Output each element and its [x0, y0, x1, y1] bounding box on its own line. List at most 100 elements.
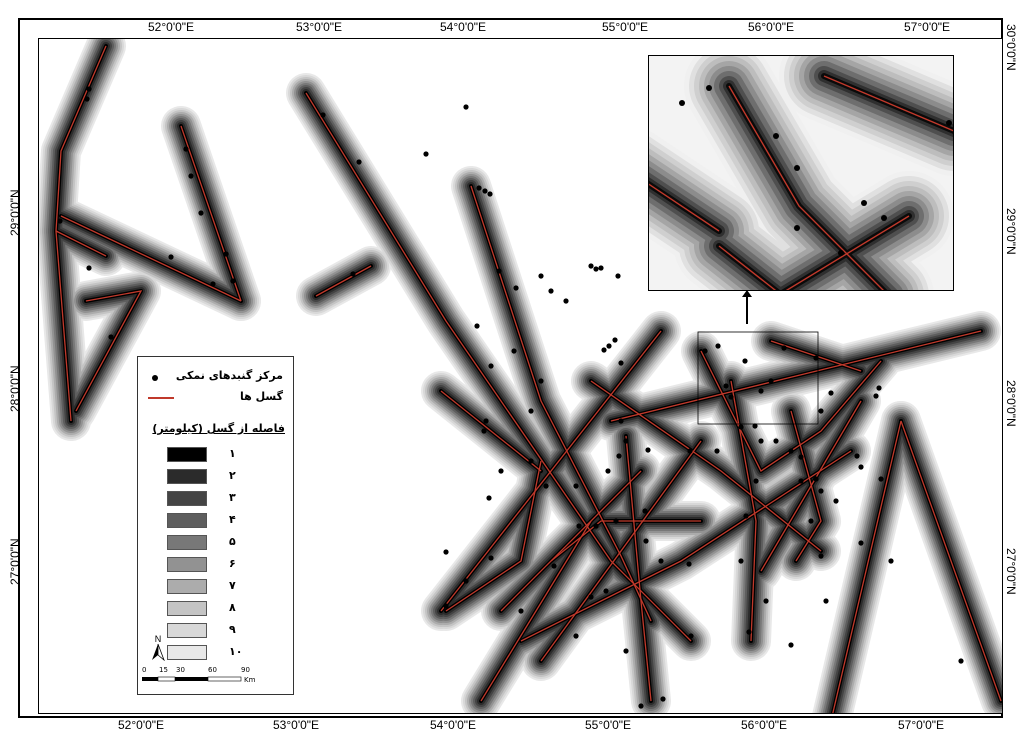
- fault-line: [180, 125, 242, 302]
- salt-dome-point: [168, 254, 174, 260]
- right-tick-30: 30°0'0"N: [1004, 24, 1018, 71]
- fault-line: [760, 400, 862, 572]
- inset-fault-line: [728, 85, 884, 290]
- salt-dome-point: [518, 608, 524, 614]
- map-canvas: [38, 38, 1003, 714]
- salt-dome-point: [482, 188, 488, 194]
- right-tick-29: 29°0'0"N: [1004, 208, 1018, 255]
- fault-line: [55, 45, 107, 422]
- fault-line: [610, 330, 982, 422]
- salt-dome-point: [763, 598, 769, 604]
- inset-fault-line: [785, 215, 910, 290]
- legend-class-swatch: [167, 491, 207, 506]
- bottom-tick-55: 55°0'0"E: [585, 718, 632, 732]
- salt-dome-point: [513, 285, 519, 291]
- salt-dome-point: [548, 288, 554, 294]
- fault-line: [790, 410, 822, 562]
- salt-dome-point: [528, 458, 534, 464]
- salt-dome-point: [888, 558, 894, 564]
- salt-dome-point: [702, 348, 708, 354]
- fault-line: [60, 215, 242, 302]
- top-tick-54: 54°0'0"E: [440, 20, 487, 34]
- salt-dome-point: [788, 448, 794, 454]
- salt-dome-point: [350, 271, 356, 277]
- salt-dome-point: [686, 561, 692, 567]
- salt-dome-point: [746, 629, 752, 635]
- salt-dome-point: [223, 251, 229, 257]
- inset-pointer-arrow: [742, 290, 752, 324]
- salt-dome-point: [623, 648, 629, 654]
- inset-zoom-map: [648, 55, 954, 291]
- legend-class-row: ۶: [159, 557, 279, 573]
- legend-class-swatch: [167, 469, 207, 484]
- inset-salt-dome-point: [794, 225, 800, 231]
- fault-line: [75, 290, 143, 412]
- salt-dome-point: [618, 418, 624, 424]
- top-tick-56: 56°0'0"E: [748, 20, 795, 34]
- salt-dome-point: [443, 603, 449, 609]
- salt-dome-point: [688, 633, 694, 639]
- fault-line: [445, 460, 542, 612]
- salt-dome-point: [714, 448, 720, 454]
- salt-dome-point: [423, 151, 429, 157]
- fault-line: [480, 520, 592, 702]
- bottom-tick-52: 52°0'0"E: [118, 718, 165, 732]
- salt-dome-point: [108, 334, 114, 340]
- legend-class-swatch: [167, 645, 207, 660]
- north-label: N: [155, 634, 162, 644]
- salt-dome-point: [511, 348, 517, 354]
- fault-line: [500, 470, 642, 612]
- salt-dome-point: [742, 358, 748, 364]
- legend-class-swatch: [167, 579, 207, 594]
- legend-class-label: ۶: [229, 557, 236, 570]
- salt-dome-point: [643, 538, 649, 544]
- salt-dome-point: [768, 378, 774, 384]
- left-tick-27: 27°0'0"N: [8, 538, 22, 585]
- salt-dome-point: [86, 265, 92, 271]
- legend-class-swatch: [167, 447, 207, 462]
- salt-dome-point: [833, 498, 839, 504]
- salt-dome-point: [551, 563, 557, 569]
- legend-class-swatch: [167, 623, 207, 638]
- salt-dome-point: [210, 281, 216, 287]
- inset-buffer-map: [649, 56, 953, 290]
- salt-dome-point: [773, 438, 779, 444]
- left-tick-29: 29°0'0"N: [8, 189, 22, 236]
- legend-class-label: ١٠: [229, 645, 243, 658]
- right-tick-27: 27°0'0"N: [1004, 548, 1018, 595]
- salt-dome-point: [543, 483, 549, 489]
- salt-dome-point: [781, 345, 787, 351]
- salt-dome-point: [798, 454, 804, 460]
- legend-class-swatch: [167, 513, 207, 528]
- top-tick-52: 52°0'0"E: [148, 20, 195, 34]
- legend-class-label: ٩: [229, 623, 236, 636]
- salt-dome-point: [588, 594, 594, 600]
- fault-line: [470, 185, 652, 622]
- legend-class-row: ١٠: [159, 645, 279, 661]
- salt-dome-point: [752, 423, 758, 429]
- salt-dome-point: [728, 394, 734, 400]
- salt-dome-point: [476, 185, 482, 191]
- top-tick-53: 53°0'0"E: [296, 20, 343, 34]
- inset-salt-dome-point: [946, 120, 952, 126]
- legend-class-row: ٧: [159, 579, 279, 595]
- salt-dome-point: [687, 448, 693, 454]
- salt-dome-point: [723, 383, 729, 389]
- salt-dome-point: [798, 478, 804, 484]
- fault-line: [520, 450, 852, 642]
- legend-class-row: ٢: [159, 469, 279, 485]
- salt-dome-point: [588, 263, 594, 269]
- legend-class-label: ٧: [229, 579, 236, 592]
- scale-90: 90: [241, 666, 250, 674]
- scale-30: 30: [176, 666, 185, 674]
- bottom-tick-57: 57°0'0"E: [898, 718, 945, 732]
- bottom-tick-54: 54°0'0"E: [430, 718, 477, 732]
- legend-class-label: ٢: [229, 469, 236, 482]
- bottom-tick-53: 53°0'0"E: [273, 718, 320, 732]
- fault-line: [900, 420, 1002, 702]
- salt-dome-point: [858, 464, 864, 470]
- fault-label: گسل ها: [240, 390, 283, 403]
- legend-class-row: ۴: [159, 513, 279, 529]
- scale-0: 0: [142, 666, 147, 674]
